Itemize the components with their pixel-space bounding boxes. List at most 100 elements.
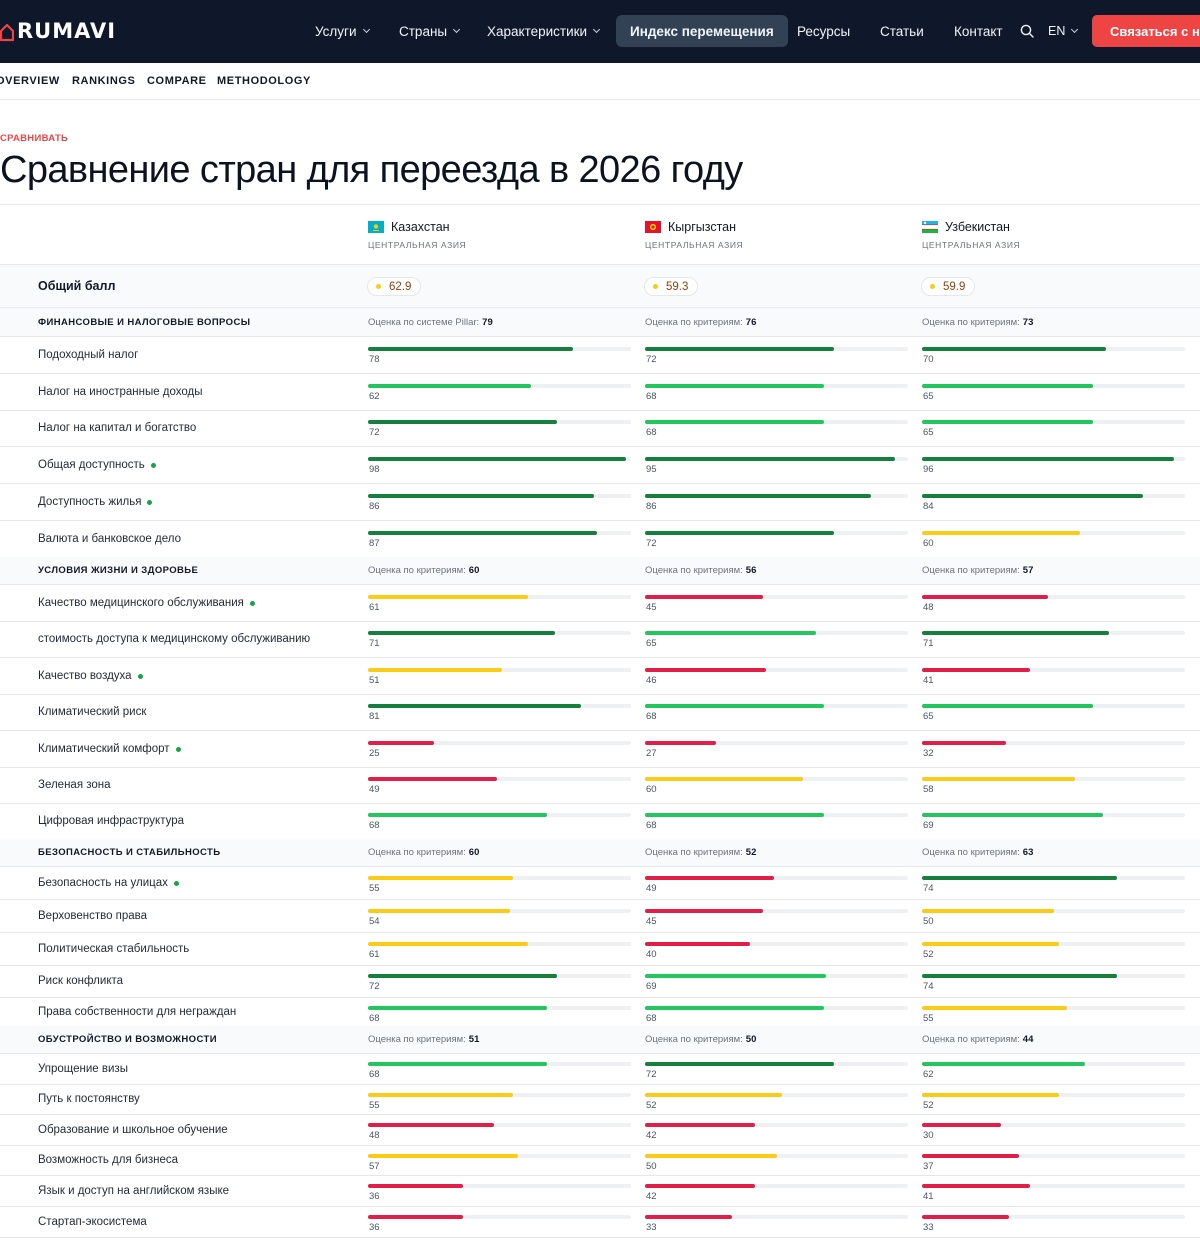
metric-label-text: Налог на иностранные доходы	[38, 386, 203, 398]
score-bar-track	[922, 384, 1185, 388]
sub-navbar: OVERVIEW RANKINGS COMPARE METHODOLOGY	[0, 63, 1200, 100]
metric-label-text: Язык и доступ на английском языке	[38, 1185, 230, 1197]
section-header-row: ФИНАНСОВЫЕ И НАЛОГОВЫЕ ВОПРОСЫ Оценка по …	[0, 308, 1200, 337]
section-score-label: Оценка по критериям:	[922, 565, 1020, 576]
metric-row: Доступность жилья 86 86 84	[0, 484, 1200, 521]
score-bar-fill	[368, 942, 528, 946]
country-name-row: Узбекистан	[922, 220, 1020, 234]
section-score-value: 63	[1022, 847, 1034, 858]
subnav-rankings[interactable]: RANKINGS	[72, 75, 136, 87]
contact-us-button[interactable]: Связаться с нами	[1092, 15, 1200, 47]
section-score: Оценка по критериям: 44	[922, 1034, 1033, 1045]
nav-item-relocation-index[interactable]: Индекс перемещения	[616, 15, 788, 47]
country-name: Казахстан	[391, 220, 450, 234]
metric-label: Возможность для бизнеса	[38, 1154, 178, 1166]
section-score-value: 56	[745, 565, 757, 576]
metric-label: Язык и доступ на английском языке	[38, 1185, 229, 1197]
metric-row: Качество воздуха 51 46 41	[0, 658, 1200, 695]
metric-row: Валюта и банковское дело 87 72 60	[0, 521, 1200, 558]
score-bar-fill	[645, 1123, 755, 1127]
score-bar-track	[645, 668, 908, 672]
score-bar-fill	[645, 457, 895, 461]
score-value: 68	[646, 820, 657, 831]
score-bar-fill	[368, 876, 513, 880]
score-bar-track	[645, 1093, 908, 1097]
score-value: 42	[646, 1191, 657, 1202]
chevron-down-icon	[593, 25, 601, 33]
page-title: Сравнение стран для переезда в 2026 году	[0, 149, 743, 191]
logo[interactable]: RUMAVI	[0, 16, 116, 46]
metric-label: стоимость доступа к медицинскому обслужи…	[38, 633, 310, 645]
uz-flag-icon	[922, 221, 938, 233]
country-column-kazakhstan[interactable]: Казахстан ЦЕНТРАЛЬНАЯ АЗИЯ	[368, 220, 466, 250]
score-bar-fill	[922, 347, 1106, 351]
nav-item-resources[interactable]: Ресурсы	[797, 15, 850, 47]
subnav-methodology[interactable]: METHODOLOGY	[217, 75, 311, 87]
metric-row: Возможность для бизнеса 57 50 37	[0, 1146, 1200, 1176]
score-bar-track	[645, 494, 908, 498]
search-icon[interactable]	[1020, 24, 1034, 38]
score-bar-fill	[922, 1215, 1009, 1219]
metric-label-text: стоимость доступа к медицинскому обслужи…	[38, 633, 311, 645]
score-value: 61	[369, 602, 380, 613]
score-bar-fill	[922, 531, 1080, 535]
section-score: Оценка по критериям: 52	[645, 847, 756, 858]
nav-item-characteristics[interactable]: Характеристики	[487, 15, 601, 47]
score-dot-icon	[376, 284, 381, 289]
score-bar-fill	[368, 909, 510, 913]
score-value: 50	[923, 916, 934, 927]
nav-item-label: Статьи	[880, 23, 924, 39]
score-bar-track	[645, 631, 908, 635]
section-score-value: 52	[745, 847, 757, 858]
section-score-value: 76	[745, 317, 757, 328]
score-value: 74	[923, 883, 934, 894]
kz-flag-icon	[368, 221, 384, 233]
nav-item-contact[interactable]: Контакт	[954, 15, 1003, 47]
score-bar-fill	[922, 942, 1059, 946]
metric-row: Климатический комфорт 25 27 32	[0, 731, 1200, 768]
subnav-compare[interactable]: COMPARE	[147, 75, 207, 87]
score-bar-track	[922, 1154, 1185, 1158]
score-bar-track	[922, 974, 1185, 978]
score-value: 25	[369, 748, 380, 759]
score-value: 32	[923, 748, 934, 759]
metric-row: Налог на капитал и богатство 72 68 65	[0, 411, 1200, 447]
highlight-dot-icon	[137, 673, 143, 679]
highlight-dot-icon	[175, 746, 181, 752]
country-column-kyrgyzstan[interactable]: Кыргызстан ЦЕНТРАЛЬНАЯ АЗИЯ	[645, 220, 743, 250]
score-bar-track	[645, 741, 908, 745]
score-bar-track	[922, 494, 1185, 498]
score-value: 51	[369, 675, 380, 686]
score-bar-fill	[645, 704, 824, 708]
metric-label-text: Безопасность на улицах	[38, 877, 168, 889]
country-column-uzbekistan[interactable]: Узбекистан ЦЕНТРАЛЬНАЯ АЗИЯ	[922, 220, 1020, 250]
nav-item-articles[interactable]: Статьи	[880, 15, 924, 47]
section-score-value: 51	[468, 1034, 480, 1045]
metric-label: Безопасность на улицах	[38, 877, 179, 889]
score-bar-fill	[368, 384, 531, 388]
language-selector[interactable]: EN	[1048, 15, 1079, 47]
score-bar-track	[645, 813, 908, 817]
score-bar-track	[645, 704, 908, 708]
score-value: 55	[369, 883, 380, 894]
subnav-overview[interactable]: OVERVIEW	[0, 75, 60, 87]
score-value: 65	[923, 391, 934, 402]
score-bar-fill	[922, 384, 1093, 388]
score-value: 78	[369, 354, 380, 365]
score-bar-track	[368, 384, 631, 388]
section-score: Оценка по критериям: 60	[368, 565, 479, 576]
score-bar-track	[922, 595, 1185, 599]
score-value: 27	[646, 748, 657, 759]
highlight-dot-icon	[147, 499, 153, 505]
nav-item-countries[interactable]: Страны	[399, 15, 461, 47]
score-bar-track	[645, 777, 908, 781]
nav-item-label: Услуги	[315, 23, 357, 39]
score-bar-track	[368, 420, 631, 424]
metric-row: Права собственности для неграждан 68 68 55	[0, 998, 1200, 1028]
score-bar-track	[645, 384, 908, 388]
score-bar-fill	[922, 420, 1093, 424]
score-bar-track	[922, 813, 1185, 817]
score-value: 65	[923, 427, 934, 438]
nav-item-services[interactable]: Услуги	[315, 15, 370, 47]
metric-row: Язык и доступ на английском языке 36 42 41	[0, 1176, 1200, 1207]
